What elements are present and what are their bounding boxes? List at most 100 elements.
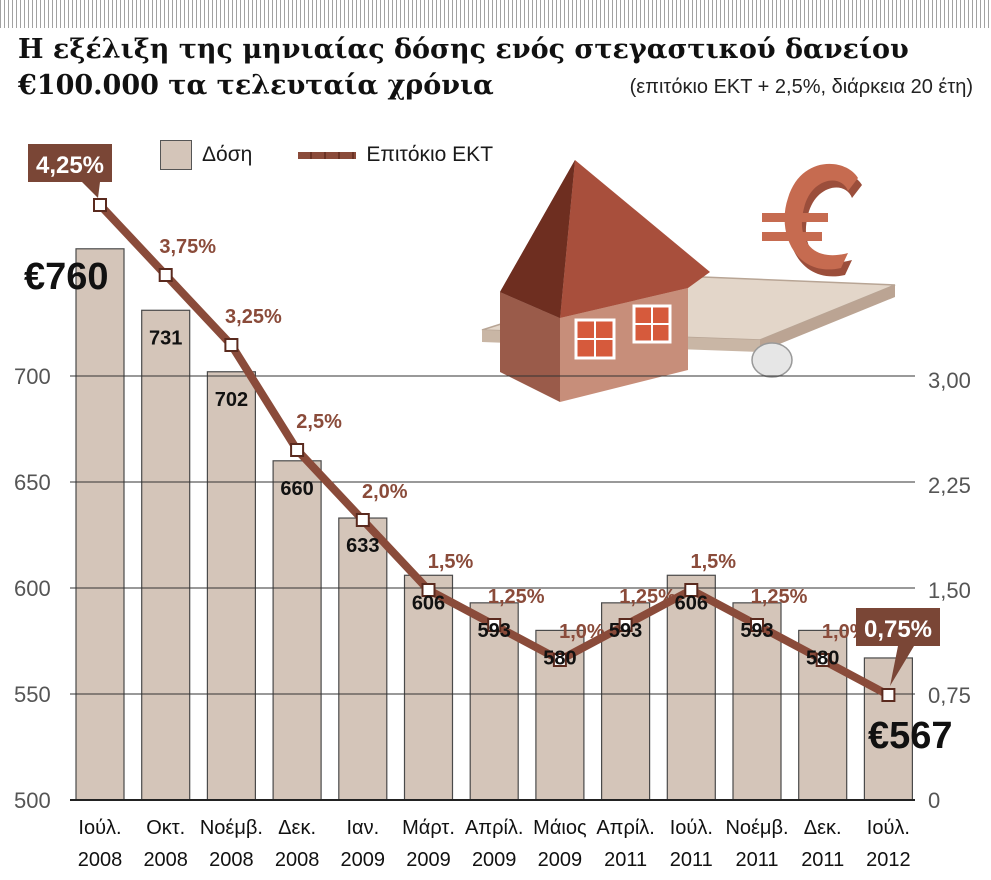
rate-value-label: 2,5% bbox=[296, 411, 342, 433]
legend-item-line: Επιτόκιο ΕΚΤ bbox=[298, 143, 493, 167]
legend-line-label: Επιτόκιο ΕΚΤ bbox=[366, 143, 494, 166]
y-left-tick-label: 650 bbox=[14, 470, 51, 495]
bar-value-label: 593 bbox=[478, 620, 511, 642]
y-left-tick-label: 500 bbox=[14, 788, 51, 813]
x-tick-label: Μάιος bbox=[533, 817, 587, 839]
x-tick-label: 2009 bbox=[472, 849, 517, 871]
axes: 500 550 600 650 700 0 0,75 1,50 2,25 3,00 Ιούλ. 200… bbox=[14, 364, 971, 871]
x-tick-label: 2009 bbox=[538, 849, 583, 871]
rate-point bbox=[290, 443, 305, 457]
bar bbox=[338, 517, 388, 801]
x-tick-label: 2009 bbox=[341, 849, 386, 871]
x-tick-label: Ιούλ. bbox=[867, 817, 910, 839]
data-labels: €760 731 702 660 633 606 593 580 593 606 593 580 €56… bbox=[24, 144, 953, 757]
rate-point bbox=[224, 338, 239, 352]
x-tick-label: 2008 bbox=[78, 849, 123, 871]
rate-value-label: 2,0% bbox=[362, 481, 408, 503]
rate-value-label: 0,75% bbox=[864, 616, 932, 643]
decorative-stripe bbox=[0, 0, 991, 28]
legend-item-bar: Δόση bbox=[160, 140, 252, 170]
bar bbox=[272, 460, 322, 801]
rate-point bbox=[421, 583, 436, 597]
x-tick-label: Δεκ. bbox=[804, 817, 842, 839]
x-tick-label: Απρίλ. bbox=[465, 817, 524, 839]
rate-callout-pointer bbox=[890, 646, 914, 686]
bar-value-label: €567 bbox=[868, 715, 953, 757]
rate-callout-box bbox=[28, 144, 112, 182]
x-tick-label: Νοέμβ. bbox=[200, 817, 263, 839]
rate-point bbox=[618, 618, 633, 632]
rate-value-label: 1,0% bbox=[559, 621, 605, 643]
y-right-tick-label: 2,25 bbox=[928, 473, 971, 498]
x-tick-label: Απρίλ. bbox=[596, 817, 655, 839]
rate-value-label: 3,25% bbox=[225, 306, 282, 328]
rate-value-label: 1,25% bbox=[619, 586, 676, 608]
bar-value-label: 731 bbox=[149, 327, 182, 349]
bar-value-label: 606 bbox=[675, 592, 708, 614]
rate-callout-box bbox=[856, 608, 940, 646]
legend-bar-swatch bbox=[160, 140, 192, 170]
rate-point bbox=[487, 618, 502, 632]
house-euro-illustration bbox=[481, 160, 896, 402]
x-tick-label: 2012 bbox=[866, 849, 911, 871]
bar-value-label: €760 bbox=[24, 256, 109, 298]
y-left-tick-label: 700 bbox=[14, 364, 51, 389]
x-tick-label: Ιαν. bbox=[346, 817, 379, 839]
rate-value-label: 1,5% bbox=[428, 551, 474, 573]
bar-value-label: 660 bbox=[280, 478, 313, 500]
chart-subtitle: (επιτόκιο ΕΚΤ + 2,5%, διάρκεια 20 έτη) bbox=[629, 76, 973, 98]
rate-point bbox=[355, 513, 370, 527]
x-tick-label: 2011 bbox=[735, 849, 778, 871]
rate-point bbox=[93, 198, 107, 212]
rate-point bbox=[750, 618, 764, 632]
bar-value-label: 580 bbox=[806, 647, 839, 669]
legend: Δόση Επιτόκιο ΕΚΤ bbox=[160, 140, 493, 170]
y-right-tick-label: 3,00 bbox=[928, 368, 971, 393]
x-tick-label: Ιούλ. bbox=[78, 817, 121, 839]
rate-point bbox=[881, 688, 896, 702]
rate-point bbox=[552, 653, 567, 667]
bar bbox=[206, 371, 256, 801]
x-tick-label: Ιούλ. bbox=[670, 817, 713, 839]
bar-value-label: 580 bbox=[543, 647, 576, 669]
bar-value-label: 593 bbox=[740, 620, 773, 642]
rate-value-label: 1,25% bbox=[751, 586, 808, 608]
y-right-tick-label: 1,50 bbox=[928, 578, 971, 603]
legend-bar-label: Δόση bbox=[202, 143, 253, 166]
rate-value-label: 1,5% bbox=[691, 551, 737, 573]
x-tick-label: Δεκ. bbox=[278, 817, 316, 839]
rate-point bbox=[684, 583, 699, 597]
bar-value-label: 606 bbox=[412, 592, 445, 614]
bar bbox=[403, 574, 454, 801]
bar-value-label: 593 bbox=[609, 620, 642, 642]
x-tick-label: 2008 bbox=[143, 849, 188, 871]
bar bbox=[863, 657, 914, 801]
y-right-tick-label: 0 bbox=[928, 788, 940, 813]
y-left-tick-label: 550 bbox=[14, 682, 51, 707]
x-tick-label: Νοέμβ. bbox=[725, 817, 788, 839]
x-tick-label: Μάρτ. bbox=[402, 817, 455, 839]
rate-line bbox=[93, 198, 896, 702]
rate-value-label: 3,75% bbox=[159, 236, 216, 258]
x-tick-label: 2008 bbox=[209, 849, 254, 871]
x-tick-label: 2011 bbox=[670, 849, 713, 871]
rate-callout-pointer bbox=[82, 182, 100, 198]
title-line-1: Η εξέλιξη της μηνιαίας δόσης ενός στεγασ… bbox=[18, 34, 909, 65]
x-tick-label: 2008 bbox=[275, 849, 320, 871]
rate-value-label: 1,25% bbox=[488, 586, 545, 608]
x-tick-label: 2011 bbox=[604, 849, 647, 871]
bar bbox=[666, 574, 716, 801]
bar bbox=[141, 309, 191, 801]
x-tick-label: Οκτ. bbox=[146, 817, 185, 839]
chart-title: Η εξέλιξη της μηνιαίας δόσης ενός στεγασ… bbox=[18, 32, 909, 104]
x-tick-label: 2011 bbox=[801, 849, 844, 871]
y-right-tick-label: 0,75 bbox=[928, 683, 971, 708]
title-line-2: €100.000 τα τελευταία χρόνια bbox=[18, 70, 494, 101]
rate-value-label: 4,25% bbox=[36, 152, 104, 179]
bar-value-label: 633 bbox=[346, 535, 379, 557]
x-tick-label: 2009 bbox=[406, 849, 451, 871]
bar-value-label: 702 bbox=[215, 389, 248, 411]
legend-line-swatch bbox=[298, 151, 357, 159]
y-left-tick-label: 600 bbox=[14, 576, 51, 601]
